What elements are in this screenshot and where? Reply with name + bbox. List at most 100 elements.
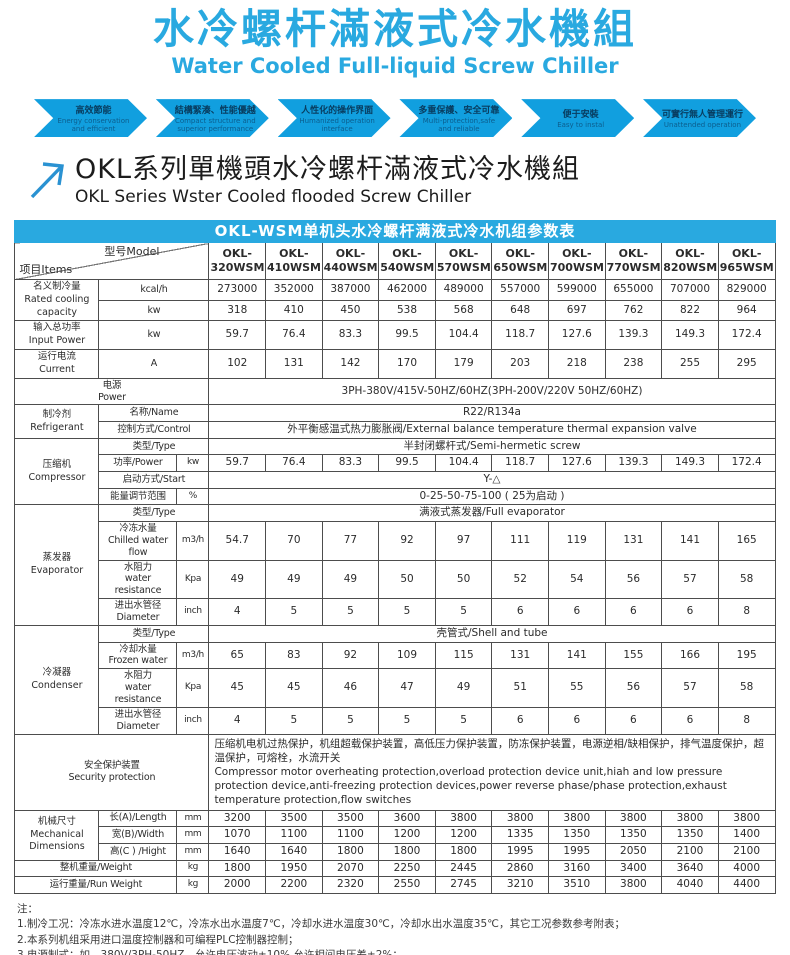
page-subtitle: Water Cooled Full-liquid Screw Chiller: [171, 54, 619, 79]
row-unit: kg: [176, 876, 210, 894]
table-row: 宽(B)/Width mm 1070 1100 1100 1200 1200 1335 1350…: [15, 826, 776, 844]
row-label: 冷却水量 Frozen water: [98, 641, 178, 670]
value-cell: 6: [661, 598, 719, 626]
value-cell: 77: [321, 520, 380, 561]
value-cell: 4400: [717, 876, 776, 894]
value-cell: 127.6: [548, 320, 606, 351]
value-cell: 58: [717, 668, 776, 708]
row-label: 整机重量/Weight: [14, 859, 178, 878]
value-cell: 97: [434, 520, 493, 561]
value-cell: 599000: [548, 279, 606, 301]
value-cell: 2320: [321, 876, 380, 894]
value-cell: 3800: [491, 809, 549, 828]
row-label: 类型/Type: [98, 504, 210, 522]
value-cell: 58: [717, 559, 776, 600]
value-cell: 4000: [717, 859, 776, 878]
table-row: 输入总功率 Input Power kw 59.7 76.4 83.3 99.5 104.4…: [14, 320, 776, 351]
value-cell: 1200: [378, 826, 436, 844]
row-group-label: 名义制冷量 Rated cooling capacity: [14, 279, 100, 322]
value-cell: 255: [661, 349, 719, 379]
value-cell: 2000: [208, 876, 267, 894]
value-cell: 3800: [604, 876, 663, 894]
value-cell: 127.6: [548, 454, 606, 473]
row-label: 高(C ) /Hight: [98, 842, 178, 861]
value-cell: 131: [265, 349, 323, 379]
table-row: 整机重量/Weight kg 1800 1950 2070 2250 2445 2860 316…: [14, 859, 776, 878]
value-cell: 1800: [208, 859, 267, 878]
value-cell: 57: [661, 668, 719, 708]
span-value-cell: 半封闭螺杆式/Semi-hermetic screw: [208, 437, 776, 456]
row-unit: inch: [176, 706, 210, 735]
value-cell: 119: [548, 520, 606, 561]
up-right-arrow-icon: [28, 157, 68, 205]
value-cell: 5: [321, 706, 380, 735]
value-cell: 76.4: [265, 454, 323, 473]
row-group-label: 机械尺寸 Mechanical Dimensions: [14, 809, 100, 861]
value-cell: 2200: [265, 876, 323, 894]
row-unit: m3/h: [176, 641, 210, 670]
feature-banner-row: 高效節能 Energy conservation and efficient 結…: [34, 99, 756, 138]
model-column-header: OKL- 965WSM: [717, 242, 776, 281]
model-column-header: OKL- 440WSM: [321, 242, 380, 281]
model-column-header: OKL- 700WSM: [548, 242, 606, 281]
value-cell: 109: [378, 641, 436, 670]
row-unit: %: [176, 487, 210, 506]
banner-label-zh: 多重保護、安全可靠: [418, 106, 500, 117]
value-cell: 45: [208, 668, 267, 708]
value-cell: 5: [378, 706, 436, 735]
value-cell: 3160: [548, 859, 606, 878]
value-cell: 318: [208, 299, 267, 322]
row-group-label: 运行电流 Current: [14, 349, 100, 379]
value-cell: 149.3: [661, 320, 719, 351]
value-cell: 1640: [265, 842, 323, 861]
row-label: kw: [98, 299, 210, 322]
value-cell: 99.5: [378, 454, 436, 473]
value-cell: 5: [434, 598, 493, 626]
value-cell: 1995: [548, 842, 606, 861]
value-cell: 50: [434, 559, 493, 600]
value-cell: 55: [548, 668, 606, 708]
value-cell: 141: [548, 641, 606, 670]
value-cell: 1800: [434, 842, 493, 861]
row-label: 进出水管径 Diameter: [98, 706, 178, 735]
value-cell: 5: [265, 598, 323, 626]
model-column-header: OKL- 570WSM: [434, 242, 493, 281]
value-cell: 83: [265, 641, 323, 670]
value-cell: 118.7: [491, 454, 549, 473]
note-zh-line: 1.制冷工况：冷冻水进水温度12℃，冷冻水出水温度7℃，冷却水进水温度30℃，冷…: [17, 918, 625, 931]
value-cell: 3800: [434, 809, 493, 828]
value-cell: 4040: [661, 876, 719, 894]
value-cell: 3600: [378, 809, 436, 828]
value-cell: 149.3: [661, 454, 719, 473]
span-value-cell: R22/R134a: [208, 404, 776, 423]
series-section-titles: OKL系列單機頭水冷螺杆滿液式冷水機組 OKL Series Wster Coo…: [75, 154, 580, 206]
table-row: 压缩机 Compressor 类型/Type 半封闭螺杆式/Semi-hermeti…: [14, 437, 776, 506]
table-row: 功率/Power kw 59.7 76.4 83.3 99.5 104.4 118.7 127.…: [15, 454, 776, 473]
value-cell: 352000: [265, 279, 323, 301]
value-cell: 5: [321, 598, 380, 626]
value-cell: 295: [717, 349, 776, 379]
banner-easy-install: 便于安裝 Easy to instal: [521, 99, 635, 138]
model-column-header: OKL- 820WSM: [661, 242, 719, 281]
value-cell: 697: [548, 299, 606, 322]
value-cell: 139.3: [604, 454, 663, 473]
row-unit: kw: [176, 454, 210, 473]
banner-multi-protection: 多重保護、安全可靠 Multi-protection,safe and reli…: [399, 99, 513, 138]
value-cell: 6: [548, 598, 606, 626]
row-unit: mm: [176, 842, 210, 861]
value-cell: 50: [378, 559, 436, 600]
value-cell: 5: [378, 598, 436, 626]
value-cell: 51: [491, 668, 549, 708]
value-cell: 1350: [661, 826, 719, 844]
value-cell: 648: [491, 299, 549, 322]
value-cell: 8: [717, 598, 776, 626]
table-row: 水阻力 water resistance Kpa 45 45 46 47 49 51 55 56 5…: [15, 668, 776, 708]
banner-label-zh: 人性化的操作界面: [301, 106, 374, 117]
value-cell: 49: [208, 559, 267, 600]
value-cell: 104.4: [434, 320, 493, 351]
row-unit: kg: [176, 859, 210, 878]
value-cell: 49: [434, 668, 493, 708]
banner-unattended-operation: 可實行無人管理運行 Unattended operation: [642, 99, 756, 138]
value-cell: 387000: [321, 279, 380, 301]
model-column-header: OKL- 770WSM: [604, 242, 663, 281]
